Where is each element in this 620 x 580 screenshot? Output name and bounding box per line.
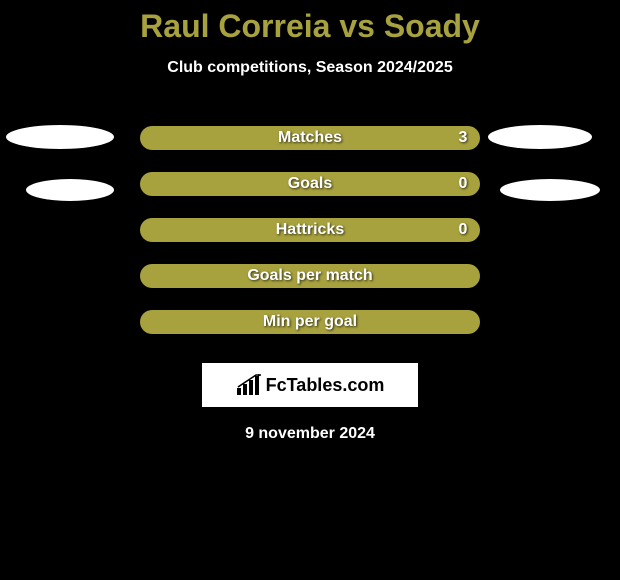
decorative-oval [6,125,114,149]
stat-bar [140,172,480,196]
decorative-oval [26,179,114,201]
stat-bar [140,218,480,242]
logo-box: FcTables.com [202,363,418,407]
page-subtitle: Club competitions, Season 2024/2025 [0,59,620,77]
decorative-oval [488,125,592,149]
decorative-oval [500,179,600,201]
stat-bar [140,264,480,288]
logo-text: FcTables.com [266,375,385,396]
date-text: 9 november 2024 [0,425,620,443]
stat-row: Min per goal [0,299,620,345]
stat-bar [140,126,480,150]
stat-row: Goals per match [0,253,620,299]
page-title: Raul Correia vs Soady [0,0,620,45]
stat-bar [140,310,480,334]
logo-chart-icon [236,374,262,396]
stat-rows: Matches3Goals0Hattricks0Goals per matchM… [0,115,620,345]
stat-row: Hattricks0 [0,207,620,253]
